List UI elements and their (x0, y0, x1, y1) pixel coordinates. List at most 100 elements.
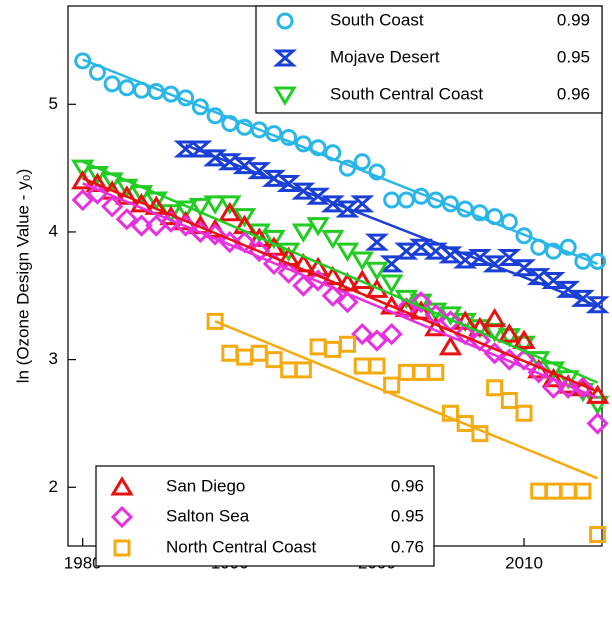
marker (515, 227, 533, 245)
fit-line (214, 320, 599, 480)
y-axis-label: ln (Ozone Design Value - y₀) (13, 169, 32, 384)
marker (115, 208, 138, 231)
marker (130, 214, 153, 237)
marker (350, 195, 375, 213)
legend-r-value: 0.96 (391, 476, 424, 495)
marker (86, 182, 109, 205)
marker (530, 482, 548, 500)
marker (512, 259, 537, 277)
marker (250, 344, 268, 362)
marker (441, 195, 459, 213)
marker (218, 201, 242, 222)
marker (336, 291, 359, 314)
marker (103, 75, 121, 93)
marker (265, 351, 283, 369)
marker (262, 229, 286, 250)
marker (203, 195, 227, 215)
marker (309, 338, 327, 356)
legend-label: San Diego (166, 476, 245, 495)
marker (571, 376, 594, 399)
marker (88, 63, 106, 81)
legend-r-value: 0.95 (391, 506, 424, 525)
marker (585, 296, 610, 314)
marker (515, 404, 533, 422)
marker (541, 271, 566, 289)
marker (309, 139, 327, 157)
legend-marker (110, 476, 134, 496)
marker (589, 252, 607, 270)
legend-marker (276, 12, 294, 30)
legend-marker (273, 49, 297, 67)
marker (397, 191, 415, 209)
marker (556, 280, 581, 298)
marker (203, 149, 228, 167)
legend-r-value: 0.76 (391, 537, 424, 556)
marker (321, 265, 345, 286)
marker (353, 357, 371, 375)
y-tick-label: 3 (49, 349, 58, 368)
marker (427, 191, 445, 209)
y-tick-label: 2 (49, 477, 58, 496)
marker (380, 322, 403, 346)
legend-label: Salton Sea (166, 506, 250, 525)
marker (74, 52, 92, 70)
marker (497, 323, 521, 343)
marker (221, 114, 239, 132)
legend-label: South Central Coast (330, 84, 483, 103)
marker (542, 376, 565, 399)
marker (291, 223, 316, 243)
legend-r-value: 0.96 (557, 84, 590, 103)
marker (530, 238, 548, 256)
marker (294, 135, 312, 153)
marker (280, 129, 298, 146)
marker (559, 482, 577, 500)
marker (368, 163, 386, 181)
x-tick-label: 1980 (64, 553, 102, 572)
fit-line (185, 143, 599, 308)
marker (320, 195, 345, 213)
marker (512, 335, 536, 356)
marker (339, 335, 357, 353)
marker (247, 162, 272, 180)
marker (191, 98, 209, 116)
marker (379, 274, 404, 294)
marker (364, 233, 389, 251)
marker (427, 363, 445, 381)
marker (574, 482, 592, 500)
legend-marker (110, 505, 134, 529)
x-tick-label: 2010 (505, 553, 543, 572)
marker (365, 329, 389, 352)
marker (365, 261, 389, 282)
marker (306, 217, 330, 237)
marker (471, 204, 489, 222)
marker (71, 188, 94, 212)
marker (589, 526, 607, 544)
legend-box (255, 5, 603, 114)
legend-r-value: 0.95 (557, 47, 590, 66)
marker (118, 79, 136, 97)
marker (456, 200, 474, 218)
marker (409, 291, 433, 314)
marker (482, 307, 507, 328)
marker (438, 335, 463, 356)
legend-box (95, 465, 435, 567)
marker (379, 255, 404, 273)
marker (486, 379, 504, 397)
marker (218, 195, 242, 215)
marker (218, 231, 241, 254)
marker (173, 140, 198, 158)
marker (559, 238, 577, 256)
marker (294, 361, 312, 379)
fit-line (82, 58, 599, 266)
marker (321, 229, 345, 250)
marker (394, 242, 419, 260)
marker (500, 391, 518, 409)
fit-line (82, 160, 599, 384)
marker (280, 361, 298, 379)
legend-marker (273, 86, 297, 106)
marker (556, 370, 580, 390)
marker (174, 200, 198, 220)
y-tick-label: 5 (49, 94, 58, 113)
marker (335, 200, 360, 218)
